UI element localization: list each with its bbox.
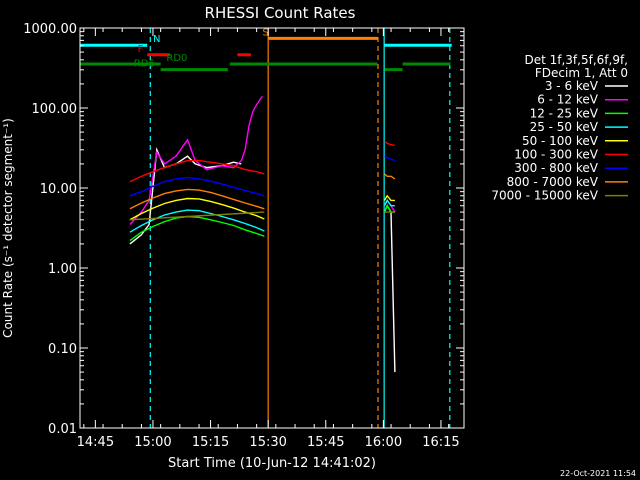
series-group — [129, 95, 396, 373]
chart-title: RHESSI Count Rates — [205, 4, 356, 22]
legend-entry-6: 300 - 800 keV — [514, 161, 598, 175]
y-tick-label: 0.01 — [48, 422, 77, 437]
legend-entry-1: 6 - 12 keV — [537, 93, 599, 107]
footer-date: 22-Oct-2021 11:54 — [560, 469, 636, 478]
series-line-6-b — [384, 155, 396, 162]
x-tick-label: 16:15 — [422, 435, 459, 450]
y-axis: 0.01 0.10 1.00 10.00 100.00 1000.00 — [23, 22, 464, 437]
legend-entry-2: 12 - 25 keV — [530, 106, 599, 120]
legend-entry-4: 50 - 100 keV — [522, 134, 599, 148]
series-line-4-a — [129, 197, 265, 221]
series-line-6-a — [129, 176, 265, 197]
series-line-5-a — [129, 159, 265, 183]
legend-header-0: Det 1f,3f,5f,6f,9f, — [524, 53, 628, 67]
y-tick-label: 1.00 — [48, 262, 77, 277]
x-axis: 14:45 15:00 15:15 15:30 15:45 16:00 16:15 — [77, 28, 460, 450]
y-tick-label: 10.00 — [40, 182, 77, 197]
plot-frame — [79, 27, 465, 429]
flag-label-rd6: RD6 — [134, 59, 155, 70]
series-line-7-b — [384, 173, 396, 180]
legend-entry-5: 100 - 300 keV — [514, 148, 598, 162]
y-tick-label: 1000.00 — [23, 22, 77, 37]
x-tick-label: 15:45 — [307, 435, 344, 450]
flag-bars: N S F RD0 RD6 — [80, 27, 452, 72]
legend-entry-3: 25 - 50 keV — [530, 120, 599, 134]
y-axis-label: Count Rate (s⁻¹ detector segment⁻¹) — [1, 118, 15, 338]
marker-lines — [149, 28, 451, 428]
series-line-0-b — [383, 204, 396, 373]
series-line-7-a — [129, 188, 265, 210]
y-tick-label: 100.00 — [32, 102, 78, 117]
flag-label-n: N — [153, 34, 160, 45]
x-tick-label: 15:15 — [192, 435, 229, 450]
legend-header-1: FDecim 1, Att 0 — [535, 66, 628, 80]
y-tick-label: 0.10 — [48, 342, 77, 357]
series-line-2-a — [129, 215, 265, 242]
series-line-4-b — [383, 194, 395, 202]
x-axis-label: Start Time (10-Jun-12 14:41:02) — [168, 456, 376, 471]
series-line-8-a — [129, 211, 265, 221]
flag-label-s: S — [262, 27, 268, 38]
x-tick-label: 14:45 — [77, 435, 114, 450]
series-line-1-a — [129, 95, 263, 225]
series-line-3-b — [383, 199, 395, 207]
legend: Det 1f,3f,5f,6f,9f,FDecim 1, Att 03 - 6 … — [491, 53, 628, 203]
legend-entry-0: 3 - 6 keV — [545, 79, 599, 93]
series-line-5-b — [384, 141, 396, 147]
x-tick-label: 16:00 — [365, 435, 402, 450]
legend-entry-8: 7000 - 15000 keV — [491, 189, 598, 203]
flag-label-f: F — [138, 44, 144, 55]
series-line-0-a — [129, 147, 242, 245]
series-line-3-a — [129, 209, 265, 233]
x-tick-label: 15:30 — [249, 435, 286, 450]
x-tick-label: 15:00 — [134, 435, 171, 450]
legend-entry-7: 800 - 7000 keV — [507, 175, 599, 189]
flag-label-rd0: RD0 — [166, 53, 187, 64]
